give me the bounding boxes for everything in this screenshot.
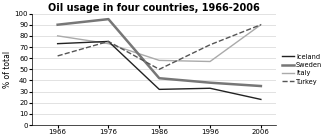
Title: Oil usage in four countries, 1966-2006: Oil usage in four countries, 1966-2006: [48, 3, 260, 13]
Y-axis label: % of total: % of total: [3, 51, 12, 88]
Legend: Iceland, Sweden, Italy, Turkey: Iceland, Sweden, Italy, Turkey: [282, 54, 322, 85]
